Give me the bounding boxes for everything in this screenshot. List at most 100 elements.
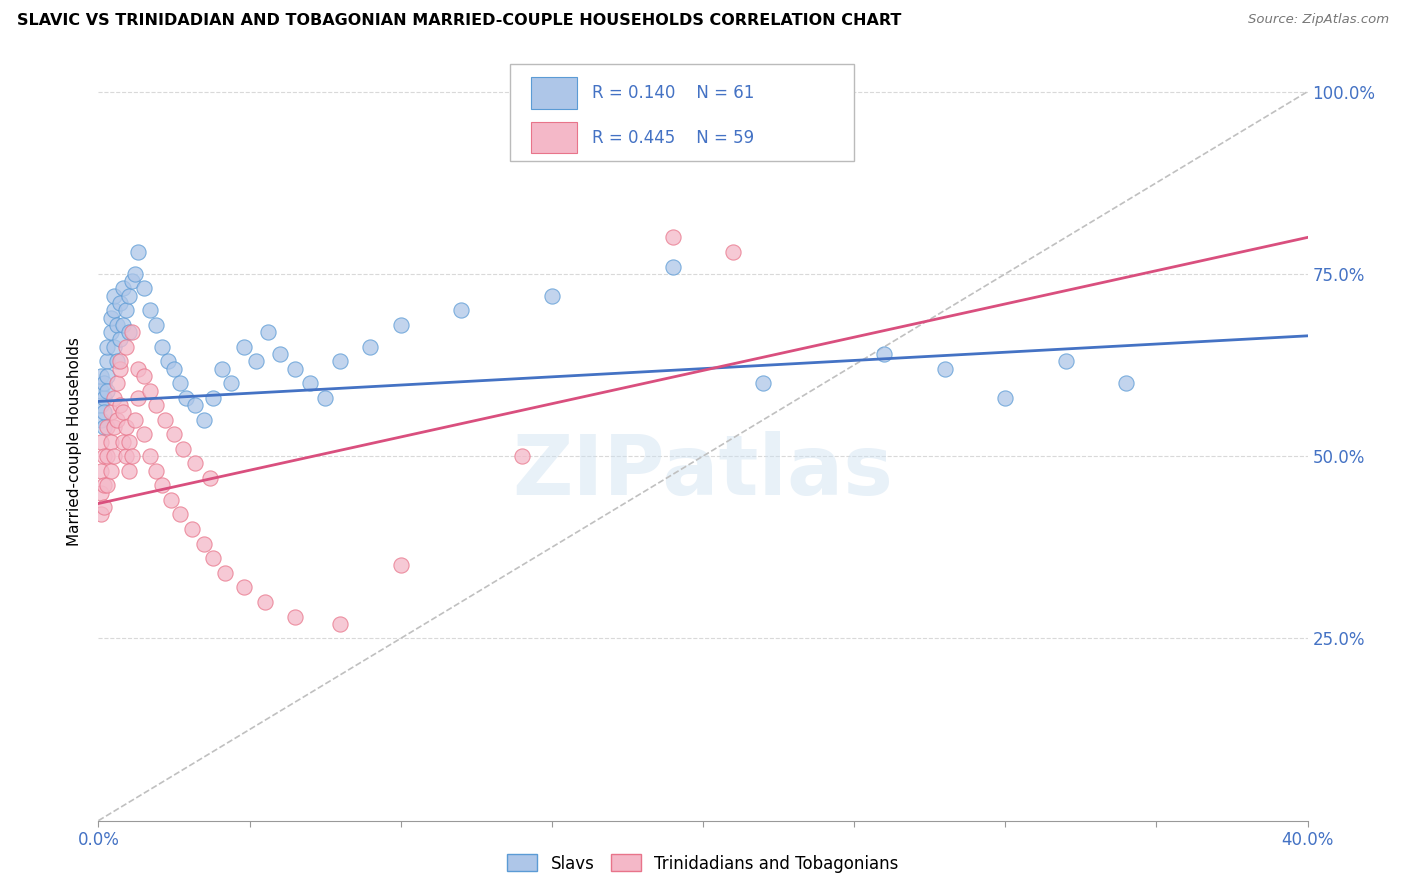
Point	[314, 391, 336, 405]
Point	[299, 376, 322, 391]
Point	[124, 412, 146, 426]
Point	[93, 376, 115, 391]
Point	[111, 434, 134, 449]
Point	[360, 340, 382, 354]
Point	[103, 289, 125, 303]
Point	[256, 325, 278, 339]
Point	[118, 464, 141, 478]
Point	[108, 354, 131, 368]
Point	[96, 478, 118, 492]
Point	[284, 361, 307, 376]
Point	[96, 368, 118, 383]
Text: R = 0.445    N = 59: R = 0.445 N = 59	[592, 128, 754, 146]
Point	[121, 274, 143, 288]
Point	[103, 420, 125, 434]
Text: ZIPatlas: ZIPatlas	[513, 432, 893, 512]
Text: Source: ZipAtlas.com: Source: ZipAtlas.com	[1249, 13, 1389, 27]
Point	[389, 558, 412, 573]
Point	[153, 412, 176, 426]
Point	[269, 347, 291, 361]
Point	[232, 340, 254, 354]
Point	[121, 449, 143, 463]
Point	[103, 391, 125, 405]
Point	[245, 354, 267, 368]
Point	[211, 361, 233, 376]
Point	[108, 333, 131, 347]
Point	[108, 296, 131, 310]
Text: R = 0.140    N = 61: R = 0.140 N = 61	[592, 84, 754, 102]
Point	[214, 566, 236, 580]
Point	[873, 347, 896, 361]
Point	[111, 318, 134, 332]
Point	[132, 427, 155, 442]
Point	[90, 508, 112, 522]
Point	[121, 325, 143, 339]
Point	[184, 457, 207, 471]
Point	[90, 464, 112, 478]
Point	[118, 289, 141, 303]
Point	[100, 325, 122, 339]
Point	[90, 368, 112, 383]
Point	[232, 580, 254, 594]
Point	[103, 303, 125, 318]
Point	[202, 551, 225, 566]
Point	[723, 244, 745, 259]
Point	[139, 303, 162, 318]
Point	[132, 281, 155, 295]
Point	[93, 478, 115, 492]
FancyBboxPatch shape	[509, 64, 855, 161]
Point	[90, 398, 112, 412]
Point	[108, 361, 131, 376]
Point	[96, 340, 118, 354]
Point	[139, 384, 162, 398]
Point	[163, 427, 186, 442]
Point	[132, 368, 155, 383]
Point	[284, 609, 307, 624]
Point	[150, 478, 173, 492]
Point	[169, 376, 191, 391]
Point	[93, 449, 115, 463]
Point	[127, 244, 149, 259]
Point	[163, 361, 186, 376]
Y-axis label: Married-couple Households: Married-couple Households	[67, 337, 83, 546]
Point	[1054, 354, 1077, 368]
Point	[100, 464, 122, 478]
Point	[1115, 376, 1137, 391]
Bar	[531, 121, 578, 153]
Point	[118, 325, 141, 339]
Point	[127, 391, 149, 405]
Point	[934, 361, 956, 376]
Text: SLAVIC VS TRINIDADIAN AND TOBAGONIAN MARRIED-COUPLE HOUSEHOLDS CORRELATION CHART: SLAVIC VS TRINIDADIAN AND TOBAGONIAN MAR…	[17, 13, 901, 29]
Point	[90, 412, 112, 426]
Point	[96, 420, 118, 434]
Point	[145, 464, 167, 478]
Point	[450, 303, 472, 318]
Point	[90, 384, 112, 398]
Point	[221, 376, 243, 391]
Point	[184, 398, 207, 412]
Point	[169, 508, 191, 522]
Point	[114, 420, 136, 434]
Point	[193, 412, 215, 426]
Point	[93, 500, 115, 515]
Point	[752, 376, 775, 391]
Point	[105, 412, 128, 426]
Point	[202, 391, 225, 405]
Point	[96, 384, 118, 398]
Point	[96, 354, 118, 368]
Point	[160, 492, 183, 507]
Point	[329, 616, 352, 631]
Point	[114, 303, 136, 318]
Point	[174, 391, 197, 405]
Point	[111, 405, 134, 419]
Point	[329, 354, 352, 368]
Point	[156, 354, 179, 368]
Point	[90, 434, 112, 449]
Point	[105, 376, 128, 391]
Point	[103, 340, 125, 354]
Point	[661, 230, 683, 244]
Point	[139, 449, 162, 463]
Point	[994, 391, 1017, 405]
Point	[150, 340, 173, 354]
Bar	[531, 77, 578, 109]
